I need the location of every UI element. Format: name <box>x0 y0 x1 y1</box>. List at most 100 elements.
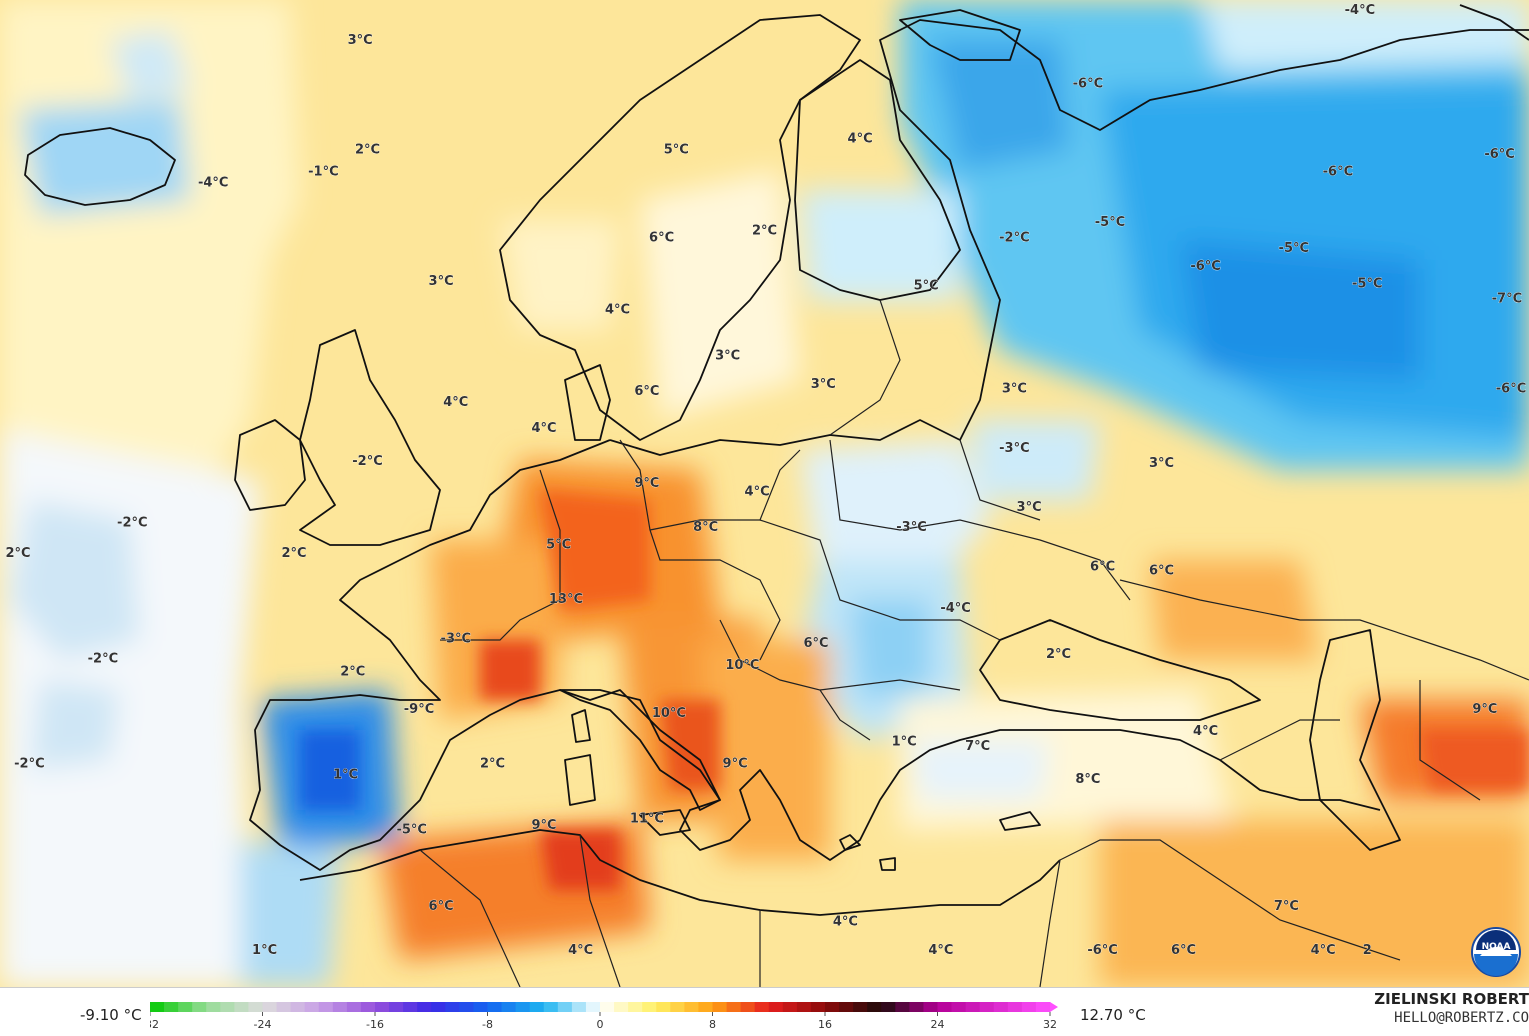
temperature-label: 2°C <box>355 143 380 158</box>
scale-cell <box>459 1002 474 1012</box>
temperature-label: 8°C <box>1075 772 1100 787</box>
temperature-label: 10°C <box>725 658 759 673</box>
scale-cell <box>234 1002 249 1012</box>
temperature-label: 9°C <box>723 757 748 772</box>
scale-cell <box>389 1002 404 1012</box>
temperature-label: 5°C <box>914 279 939 294</box>
temperature-label: 9°C <box>634 476 659 491</box>
scale-cell <box>825 1002 840 1012</box>
scale-cell <box>895 1002 910 1012</box>
temperature-label: 6°C <box>803 636 828 651</box>
temperature-label: -6°C <box>1496 382 1526 397</box>
temperature-anomaly-map: 3°C 2°C -4°C -1°C 5°C 4°C -6°C -4°C 6°C 2°C -2°C -5… <box>0 0 1529 987</box>
temperature-label: 10°C <box>652 706 686 721</box>
temperature-label: 4°C <box>605 303 630 318</box>
temperature-label: -5°C <box>1352 276 1382 291</box>
temperature-label: 3°C <box>1149 456 1174 471</box>
temperature-label: 2 <box>1363 943 1372 958</box>
scale-cell <box>993 1002 1009 1012</box>
temperature-label: 2°C <box>340 665 365 680</box>
temperature-label: 9°C <box>1472 702 1497 717</box>
scale-cell <box>150 1002 165 1012</box>
temperature-label: -5°C <box>1095 215 1125 230</box>
scale-cell <box>375 1002 390 1012</box>
scale-cell <box>318 1002 334 1012</box>
scale-cell <box>614 1002 629 1012</box>
scale-cell <box>867 1002 882 1012</box>
scale-cell <box>740 1002 756 1012</box>
temperature-label: 6°C <box>649 230 674 245</box>
scale-cell <box>332 1002 348 1012</box>
coastlines <box>24 4 1529 916</box>
scale-tick-label: -24 <box>254 1018 272 1031</box>
scale-cell <box>1021 1002 1037 1012</box>
scale-cell <box>726 1002 742 1012</box>
temperature-label: 1°C <box>892 735 917 750</box>
temperature-label: -2°C <box>117 515 147 530</box>
scale-cell <box>487 1002 502 1012</box>
temperature-label: 8°C <box>693 520 718 535</box>
temperature-label: 4°C <box>531 421 556 436</box>
scale-tick-label: 16 <box>818 1018 832 1031</box>
temperature-label: 4°C <box>745 485 770 500</box>
scale-cell <box>768 1002 784 1012</box>
temperature-label: -6°C <box>1323 165 1353 180</box>
scale-cell <box>670 1002 685 1012</box>
temperature-label: 13°C <box>549 592 583 607</box>
scale-cell <box>1035 1002 1051 1012</box>
scale-cell <box>571 1002 587 1012</box>
scale-cell <box>529 1002 545 1012</box>
scale-cell <box>178 1002 193 1012</box>
temperature-label: -2°C <box>88 651 118 666</box>
temperature-label: -4°C <box>198 175 228 190</box>
temperature-label: -3°C <box>896 520 926 535</box>
scale-cell <box>248 1002 263 1012</box>
temperature-label: -6°C <box>1484 147 1514 162</box>
scale-cell <box>445 1002 460 1012</box>
temperature-labels: 3°C 2°C -4°C -1°C 5°C 4°C -6°C -4°C 6°C 2°C -2°C -5… <box>5 3 1526 959</box>
temperature-label: -7°C <box>1492 292 1522 307</box>
temperature-label: -2°C <box>999 230 1029 245</box>
color-scale-bar: -32 -24 -16 -8 0 8 16 24 32 <box>150 1002 1058 1031</box>
temperature-label: -6°C <box>1073 77 1103 92</box>
scale-cell <box>656 1002 671 1012</box>
temperature-label: -6°C <box>1087 943 1117 958</box>
scale-arrow-right <box>1050 1002 1058 1012</box>
scale-cell <box>262 1002 277 1012</box>
scale-tick-label: 0 <box>597 1018 604 1031</box>
temperature-label: 7°C <box>1274 899 1299 914</box>
temperature-label: 2°C <box>480 757 505 772</box>
credit-email[interactable]: HELLO@ROBERTZ.CO <box>1394 1010 1529 1026</box>
temperature-label: 1°C <box>333 768 358 783</box>
temperature-label: 2°C <box>5 546 30 561</box>
temperature-label: 3°C <box>1002 382 1027 397</box>
scale-cell <box>403 1002 418 1012</box>
temperature-label: 6°C <box>1090 559 1115 574</box>
temperature-label: 4°C <box>568 943 593 958</box>
temperature-label: -4°C <box>1345 3 1375 18</box>
scale-cell <box>923 1002 938 1012</box>
temperature-label: 3°C <box>429 274 454 289</box>
scale-tick-label: -16 <box>366 1018 384 1031</box>
max-value-label: 12.70 °C <box>1080 1006 1146 1024</box>
scale-cell <box>965 1002 981 1012</box>
scale-tick-label: -32 <box>150 1018 159 1031</box>
legend-footer: -9.10 °C -32 -24 -16 -8 0 8 16 24 32 12.70 °C ZI… <box>0 987 1529 1036</box>
noaa-logo: NOAA <box>1471 927 1521 977</box>
scale-cell <box>360 1002 376 1012</box>
temperature-label: 3°C <box>811 377 836 392</box>
scale-cell <box>346 1002 362 1012</box>
temperature-label: 1°C <box>252 943 277 958</box>
temperature-label: 4°C <box>928 943 953 958</box>
scale-cell <box>937 1002 952 1012</box>
temperature-label: 5°C <box>664 143 689 158</box>
scale-cell <box>290 1002 306 1012</box>
temperature-label: 3°C <box>1017 500 1042 515</box>
scale-tick-label: 8 <box>709 1018 716 1031</box>
temperature-label: -1°C <box>308 165 338 180</box>
temperature-label: 2°C <box>1046 647 1071 662</box>
temperature-label: -5°C <box>1279 241 1309 256</box>
scale-cell <box>304 1002 320 1012</box>
scale-cell <box>839 1002 854 1012</box>
temperature-label: 4°C <box>848 132 873 147</box>
